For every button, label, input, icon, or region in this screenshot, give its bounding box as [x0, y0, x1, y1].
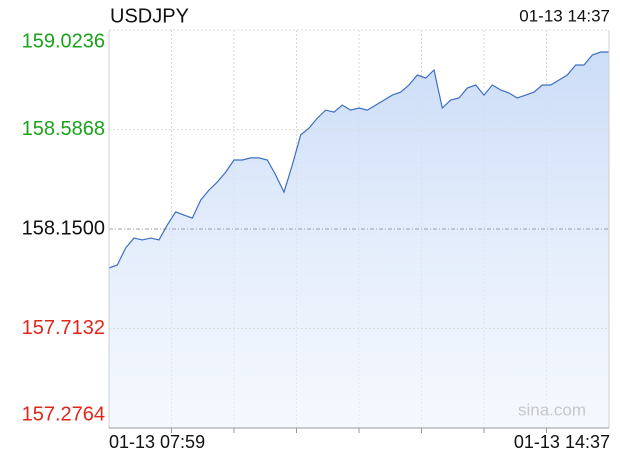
- x-tick-label: 01-13 07:59: [109, 432, 205, 452]
- watermark: sina.com: [518, 400, 586, 419]
- y-tick-label: 157.2764: [22, 403, 105, 425]
- y-tick-label: 159.0236: [22, 30, 105, 52]
- y-tick-label: 157.7132: [22, 317, 105, 339]
- chart-title: USDJPY: [110, 5, 189, 27]
- line: [108, 51, 609, 269]
- x-tick-label: 01-13 14:37: [514, 432, 610, 452]
- y-tick-label: 158.1500: [22, 217, 105, 239]
- y-tick-label: 158.5868: [22, 118, 105, 140]
- area: [109, 52, 609, 428]
- timestamp: 01-13 14:37: [519, 6, 610, 25]
